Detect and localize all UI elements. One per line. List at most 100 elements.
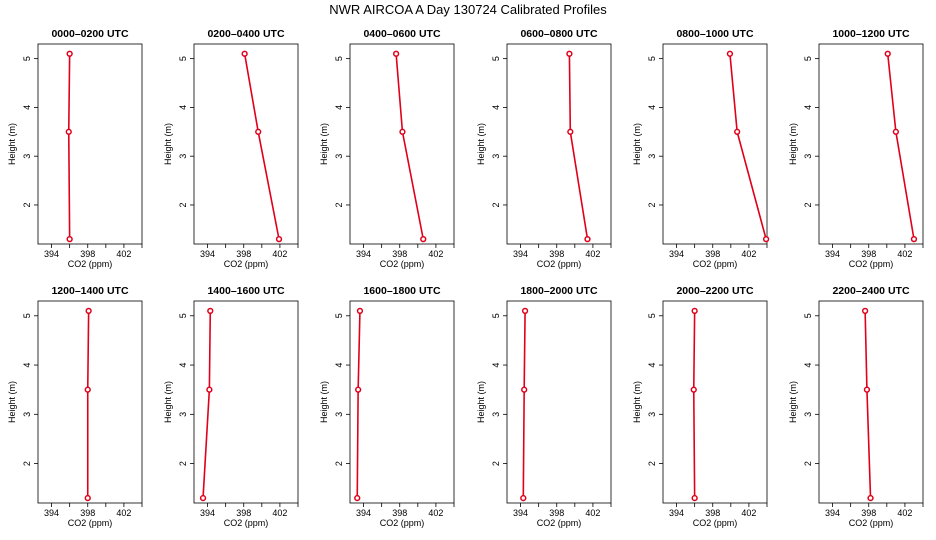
y-tick-label: 2 [334,461,344,466]
panel-title: 2000–2200 UTC [676,285,753,297]
x-tick-label: 402 [428,249,443,259]
x-tick-label: 402 [116,508,131,518]
x-tick-label: 398 [705,249,720,259]
panel-12: 2200–2400 UTC 394 398 402 2 3 4 5 CO2 (ppm) Heigh… [788,285,924,528]
x-tick-label: 394 [669,249,684,259]
y-tick-label: 2 [647,202,657,207]
profile-point [726,50,734,57]
x-tick-label: 394 [44,508,59,518]
y-tick-label: 2 [647,461,657,466]
profile-point [354,386,362,393]
profile-point [521,307,529,315]
y-tick-label: 3 [803,412,813,417]
panel-8: 1400–1600 UTC 394 398 402 2 3 4 5 CO2 (ppm) Heigh… [163,285,299,528]
y-tick-label: 2 [22,202,32,207]
y-tick-label: 4 [22,363,32,368]
y-tick-label: 3 [22,154,32,159]
plot-frame [349,43,455,245]
x-axis-label: CO2 (ppm) [849,518,894,528]
x-tick-label: 402 [585,508,600,518]
panel-title: 2200–2400 UTC [832,285,909,297]
x-tick-label: 394 [200,508,215,518]
panel-6: 1000–1200 UTC 394 398 402 2 3 4 5 CO2 (ppm) Heigh… [788,28,924,269]
x-axis-label: CO2 (ppm) [849,259,894,269]
profile-point [356,307,364,315]
profile-line [202,310,212,499]
y-tick-label: 4 [178,363,188,368]
y-tick-label: 4 [22,105,32,110]
y-tick-label: 5 [178,56,188,61]
profile-point [910,235,918,243]
y-tick-label: 4 [803,363,813,368]
y-tick-label: 3 [491,412,501,417]
x-axis-label: CO2 (ppm) [693,259,738,269]
y-tick-label: 4 [334,363,344,368]
x-axis-label: CO2 (ppm) [693,518,738,528]
panel-title: 0600–0800 UTC [520,28,597,40]
x-tick-label: 398 [80,249,95,259]
x-axis-label: CO2 (ppm) [537,259,582,269]
y-tick-label: 3 [178,412,188,417]
profile-point [255,128,262,135]
x-tick-label: 402 [897,508,912,518]
profile-point [521,386,528,393]
plot-frame [37,300,143,504]
y-axis-label: Height (m) [7,123,17,165]
plot-frame [193,300,299,504]
x-tick-label: 394 [356,508,371,518]
y-tick-label: 4 [491,363,501,368]
y-tick-label: 3 [334,154,344,159]
y-axis-label: Height (m) [632,381,642,423]
y-axis-label: Height (m) [788,123,798,165]
profile-point [66,235,73,243]
plot-frame [662,300,768,504]
panel-title: 1200–1400 UTC [51,285,128,297]
x-axis-label: CO2 (ppm) [68,259,113,269]
y-tick-label: 3 [647,412,657,417]
x-tick-label: 398 [549,508,564,518]
x-axis-label: CO2 (ppm) [68,518,113,528]
profile-point [762,235,770,243]
y-tick-label: 2 [178,202,188,207]
profile-point [863,386,871,393]
x-tick-label: 402 [741,508,756,518]
panel-title: 1600–1800 UTC [363,285,440,297]
profile-line [67,53,71,240]
panel-title: 0800–1000 UTC [676,28,753,40]
x-tick-label: 402 [741,249,756,259]
panel-grid: 0000–0200 UTC 394 398 402 2 3 4 5 CO2 (ppm) Heigh… [7,28,924,528]
y-axis-label: Height (m) [163,381,173,423]
x-tick-label: 394 [513,508,528,518]
profile-point [567,128,574,135]
x-axis-label: CO2 (ppm) [380,518,425,528]
profile-point [892,128,900,135]
plot-frame [506,300,612,504]
y-tick-label: 5 [22,56,32,61]
x-tick-label: 394 [513,249,528,259]
profile-point [734,128,741,135]
x-tick-label: 394 [825,508,840,518]
panel-title: 1400–1600 UTC [207,285,284,297]
y-tick-label: 5 [334,313,344,318]
y-tick-label: 5 [178,313,188,318]
x-tick-label: 398 [549,249,564,259]
plot-frame [818,43,924,245]
y-axis-label: Height (m) [7,381,17,423]
y-axis-label: Height (m) [788,381,798,423]
panel-5: 0800–1000 UTC 394 398 402 2 3 4 5 CO2 (ppm) Heigh… [632,28,770,269]
y-tick-label: 3 [334,412,344,417]
panel-10: 1800–2000 UTC 394 398 402 2 3 4 5 CO2 (ppm) Heigh… [476,285,612,528]
y-tick-label: 5 [803,313,813,318]
y-tick-label: 2 [178,461,188,466]
panel-7: 1200–1400 UTC 394 398 402 2 3 4 5 CO2 (ppm) Heigh… [7,285,143,528]
profile-point [584,235,591,243]
y-axis-label: Height (m) [163,123,173,165]
profile-line [395,53,425,240]
y-axis-label: Height (m) [476,381,486,423]
profile-line [729,53,767,240]
panel-title: 1000–1200 UTC [832,28,909,40]
y-axis-label: Height (m) [632,123,642,165]
profile-point [691,307,698,315]
x-tick-label: 398 [392,508,407,518]
panel-2: 0200–0400 UTC 394 398 402 2 3 4 5 CO2 (ppm) Heigh… [163,28,299,269]
